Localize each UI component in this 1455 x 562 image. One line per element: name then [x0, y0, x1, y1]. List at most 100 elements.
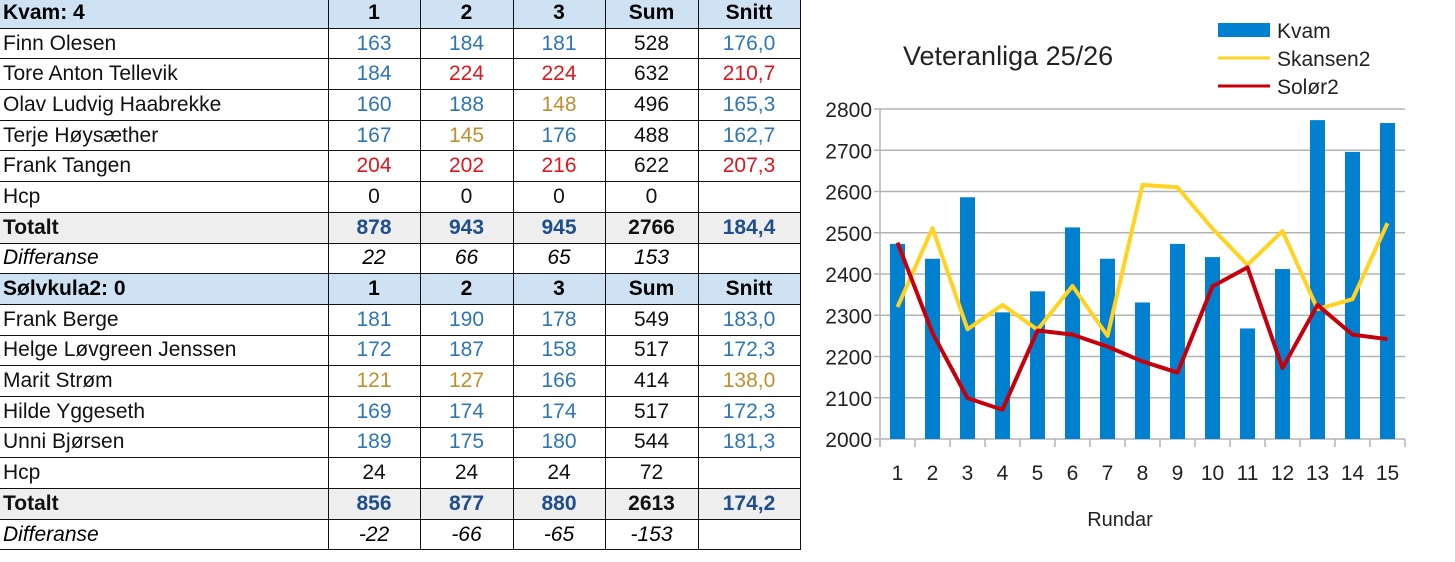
team-header-row: Kvam: 4 1 2 3 Sum Snitt	[0, 0, 801, 29]
round-3-cell: 880	[512, 488, 606, 520]
round-3-cell: 178	[512, 303, 606, 336]
average-cell: 165,3	[697, 89, 801, 121]
average-cell: 172,3	[697, 334, 801, 367]
name-cell: Helge Løvgreen Jenssen	[0, 334, 329, 367]
total-row: Totalt 878 943 945 2766 184,4	[0, 211, 801, 244]
name-cell: Unni Bjørsen	[0, 426, 329, 459]
sum-cell: 517	[604, 334, 699, 367]
round-1-cell: 1	[327, 273, 421, 305]
difference-row: Differanse -22 -66 -65 -153	[0, 518, 801, 551]
round-3-cell: 180	[512, 426, 606, 459]
average-cell: 181,3	[697, 426, 801, 459]
x-tick-label: 13	[1306, 462, 1329, 485]
sum-cell: Sum	[604, 0, 699, 29]
x-tick-label: 15	[1376, 462, 1399, 485]
x-tick-label: 12	[1271, 462, 1294, 485]
sum-cell: 544	[604, 426, 699, 459]
sum-cell: 528	[604, 27, 699, 60]
round-2-cell: 2	[419, 273, 514, 305]
round-2-cell: 202	[419, 150, 514, 183]
sum-cell: Sum	[604, 273, 699, 305]
x-tick-label: 10	[1201, 462, 1224, 485]
legend-label: Skansen2	[1277, 48, 1370, 71]
round-2-cell: 24	[419, 457, 514, 489]
sum-cell: 517	[604, 395, 699, 428]
sum-cell: -153	[604, 518, 699, 551]
round-2-cell: 174	[419, 395, 514, 428]
sum-cell: 72	[604, 457, 699, 489]
bar-kvam	[1275, 269, 1290, 439]
round-2-cell: 187	[419, 334, 514, 367]
round-1-cell: 167	[327, 119, 421, 152]
bar-kvam	[1380, 123, 1395, 440]
bar-kvam	[1135, 302, 1150, 439]
bar-kvam	[1310, 120, 1325, 439]
average-cell: 210,7	[697, 58, 801, 91]
x-tick-label: 9	[1172, 462, 1184, 485]
y-tick-label: 2100	[825, 388, 872, 411]
name-cell: Frank Tangen	[0, 150, 329, 183]
name-cell: Finn Olesen	[0, 27, 329, 60]
round-2-cell: 943	[419, 211, 514, 244]
sum-cell: 2766	[604, 211, 699, 244]
x-axis-title: Rundar	[1087, 509, 1153, 531]
player-row: Helge Løvgreen Jenssen 172 187 158 517 172,3	[0, 334, 801, 367]
x-tick-label: 2	[927, 462, 939, 485]
round-3-cell: -65	[512, 518, 606, 551]
round-3-cell: 181	[512, 27, 606, 60]
chart-title: Veteranliga 25/26	[903, 41, 1113, 71]
average-cell: Snitt	[697, 273, 801, 305]
name-cell: Terje Høysæther	[0, 119, 329, 152]
average-cell: 138,0	[697, 365, 801, 397]
round-1-cell: 856	[327, 488, 421, 520]
name-cell: Differanse	[0, 242, 329, 275]
x-tick-label: 8	[1137, 462, 1149, 485]
average-cell: 172,3	[697, 395, 801, 428]
x-tick-label: 7	[1102, 462, 1114, 485]
name-cell: Kvam: 4	[0, 0, 329, 29]
round-1-cell: 189	[327, 426, 421, 459]
y-tick-label: 2200	[825, 347, 872, 370]
name-cell: Hcp	[0, 181, 329, 213]
bar-kvam	[1240, 328, 1255, 439]
round-3-cell: 945	[512, 211, 606, 244]
average-cell: 174,2	[697, 488, 801, 520]
line-solør2	[895, 241, 1388, 412]
y-tick-label: 2000	[825, 429, 872, 452]
x-tick-label: 4	[997, 462, 1009, 485]
player-row: Hcp 24 24 24 72	[0, 457, 801, 489]
name-cell: Hilde Yggeseth	[0, 395, 329, 428]
round-2-cell: 0	[419, 181, 514, 213]
round-2-cell: -66	[419, 518, 514, 551]
name-cell: Differanse	[0, 518, 329, 551]
average-cell: 184,4	[697, 211, 801, 244]
sum-cell: 488	[604, 119, 699, 152]
bar-kvam	[1205, 257, 1220, 439]
total-row: Totalt 856 877 880 2613 174,2	[0, 488, 801, 520]
round-3-cell: 216	[512, 150, 606, 183]
player-row: Finn Olesen 163 184 181 528 176,0	[0, 27, 801, 60]
average-cell: 207,3	[697, 150, 801, 183]
bar-kvam	[1170, 243, 1185, 439]
player-row: Unni Bjørsen 189 175 180 544 181,3	[0, 426, 801, 459]
x-tick-label: 1	[892, 462, 904, 485]
round-1-cell: 24	[327, 457, 421, 489]
legend-label: Kvam	[1277, 20, 1331, 43]
average-cell: 183,0	[697, 303, 801, 336]
average-cell	[697, 518, 801, 551]
round-1-cell: -22	[327, 518, 421, 551]
legend-swatch	[1218, 23, 1270, 37]
x-tick-label: 5	[1032, 462, 1044, 485]
sum-cell: 153	[604, 242, 699, 275]
player-row: Terje Høysæther 167 145 176 488 162,7	[0, 119, 801, 152]
round-3-cell: 224	[512, 58, 606, 91]
bar-kvam	[1100, 258, 1115, 439]
round-1-cell: 184	[327, 58, 421, 91]
player-row: Olav Ludvig Haabrekke 160 188 148 496 165,3	[0, 89, 801, 121]
y-tick-label: 2600	[825, 182, 872, 205]
name-cell: Totalt	[0, 211, 329, 244]
x-tick-label: 6	[1067, 462, 1079, 485]
team-header-row: Sølvkula2: 0 1 2 3 Sum Snitt	[0, 273, 801, 305]
player-row: Marit Strøm 121 127 166 414 138,0	[0, 365, 801, 397]
